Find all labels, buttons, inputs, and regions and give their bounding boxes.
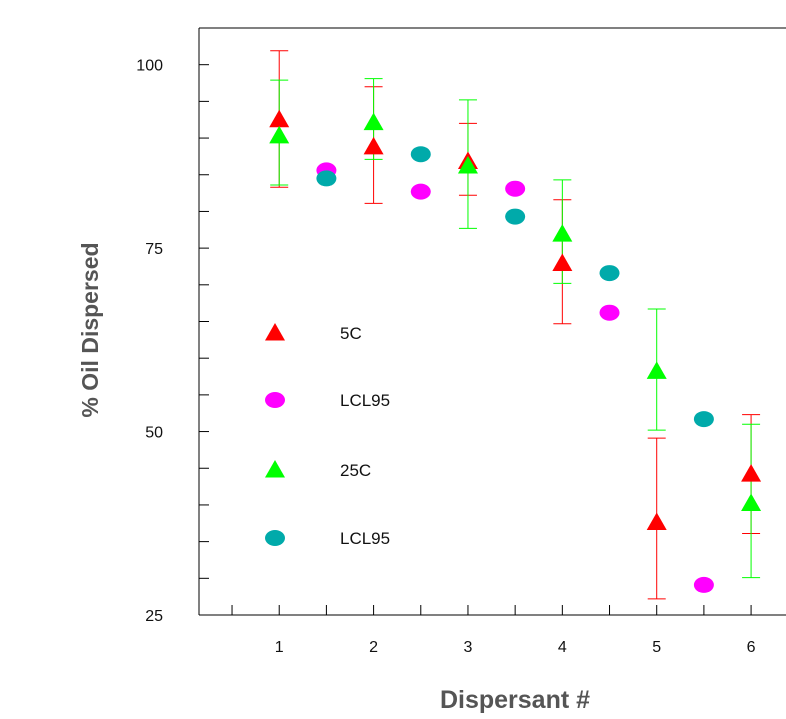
data-point (552, 253, 573, 272)
data-point (599, 265, 620, 282)
data-point (552, 224, 573, 242)
data-point (646, 512, 667, 531)
legend-label: LCL95 (340, 529, 390, 548)
data-point (646, 361, 667, 379)
data-point (269, 109, 290, 128)
y-tick-label: 25 (145, 608, 163, 625)
x-tick-label: 4 (558, 639, 567, 656)
data-point (505, 208, 526, 225)
data-point (505, 180, 526, 197)
x-tick-label: 6 (747, 639, 756, 656)
legend-marker (265, 460, 285, 478)
x-axis-title: Dispersant # (440, 686, 590, 714)
x-tick-label: 1 (275, 639, 284, 656)
legend-marker (265, 392, 285, 408)
data-marks (269, 50, 762, 600)
y-axis-title: % Oil Dispersed (77, 242, 103, 417)
data-point (269, 125, 290, 144)
data-point (410, 183, 431, 200)
legend-label: 25C (340, 461, 371, 480)
data-point (741, 493, 762, 511)
data-point (693, 411, 714, 428)
x-tick-label: 3 (464, 639, 473, 656)
legend-label: 5C (340, 324, 362, 343)
data-point (410, 146, 431, 163)
data-point (316, 170, 337, 187)
data-point (741, 464, 762, 482)
x-tick-label: 5 (652, 639, 661, 656)
y-tick-label: 100 (136, 58, 163, 75)
y-tick-label: 75 (145, 241, 163, 258)
data-point (363, 112, 384, 131)
data-point (457, 155, 478, 174)
x-tick-label: 2 (369, 639, 378, 656)
legend-label: LCL95 (340, 391, 390, 410)
axes: 50 75 100 25 1 2 3 4 5 6 (136, 27, 786, 656)
data-point (693, 576, 714, 593)
legend-marker (265, 323, 285, 341)
y-tick-label: 50 (145, 425, 163, 442)
data-point (363, 136, 384, 155)
legend-marker (265, 530, 285, 546)
data-point (599, 304, 620, 321)
legend: 5C LCL95 25C LCL95 (265, 323, 390, 548)
